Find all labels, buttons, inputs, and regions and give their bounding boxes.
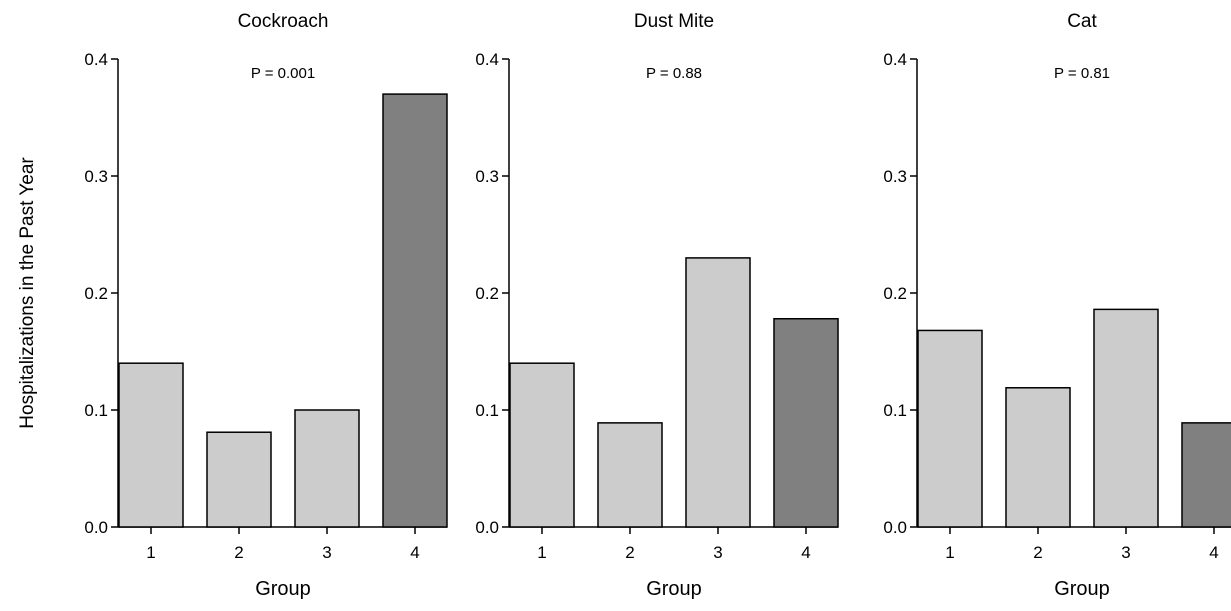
y-tick-label: 0.1 [475,401,499,420]
x-tick-label: 4 [801,543,810,562]
x-tick-label: 2 [1033,543,1042,562]
bar [509,362,575,528]
bar [1181,422,1231,528]
p-value-annotation: P = 0.88 [646,65,702,82]
y-tick-label: 0.0 [883,518,907,537]
y-tick-label: 0.2 [475,284,499,303]
y-axis-title: Hospitalizations in the Past Year [17,157,38,429]
bar [382,93,448,528]
y-tick-label: 0.0 [84,518,108,537]
y-tick-label: 0.4 [475,50,499,69]
x-axis-title: Group [1054,578,1110,600]
x-tick-label: 2 [234,543,243,562]
bar [118,362,184,528]
x-axis-title: Group [255,578,311,600]
y-tick-label: 0.1 [84,401,108,420]
x-tick-label: 3 [322,543,331,562]
bar [294,409,360,528]
y-tick-label: 0.3 [883,167,907,186]
bar [685,257,751,528]
x-tick-label: 3 [713,543,722,562]
x-tick-label: 3 [1121,543,1130,562]
panel-title: Cockroach [238,11,329,32]
bar [206,431,272,528]
y-tick-label: 0.4 [84,50,108,69]
x-tick-label: 4 [1209,543,1218,562]
bar [773,317,839,528]
panel-title: Cat [1067,11,1097,32]
y-tick-label: 0.3 [475,167,499,186]
panel-title: Dust Mite [634,11,714,32]
x-tick-label: 1 [537,543,546,562]
bar [597,422,663,528]
y-tick-label: 0.4 [883,50,907,69]
p-value-annotation: P = 0.001 [251,65,315,82]
p-value-annotation: P = 0.81 [1054,65,1110,82]
x-axis-title: Group [646,578,702,600]
y-tick-label: 0.2 [883,284,907,303]
x-tick-label: 4 [410,543,419,562]
y-tick-label: 0.3 [84,167,108,186]
x-tick-label: 1 [146,543,155,562]
y-tick-label: 0.2 [84,284,108,303]
bar [917,329,983,528]
bar [1093,308,1159,528]
y-tick-label: 0.1 [883,401,907,420]
y-tick-label: 0.0 [475,518,499,537]
bar [1005,387,1071,528]
x-tick-label: 1 [945,543,954,562]
x-tick-label: 2 [625,543,634,562]
